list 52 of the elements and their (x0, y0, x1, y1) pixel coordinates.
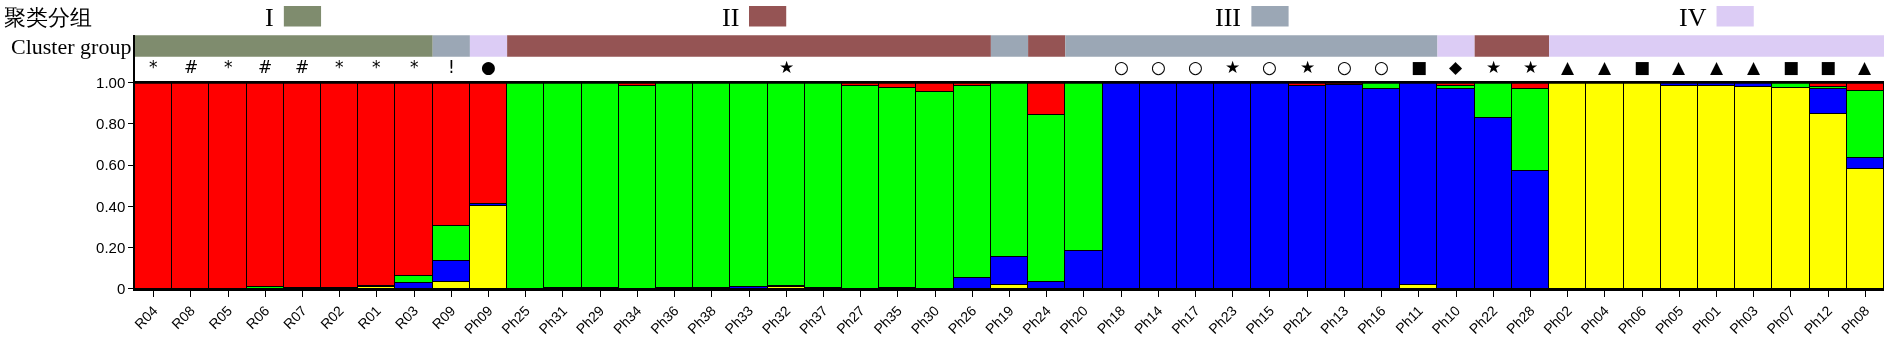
annotation: * (335, 57, 344, 77)
annotation: ★ (779, 57, 795, 77)
y-tick-label: 0.40 (96, 197, 126, 215)
x-tick-label: R05 (205, 302, 236, 333)
x-tick-label: R03 (391, 302, 422, 333)
band-label: IV (1679, 3, 1707, 32)
annotation: ○ (1374, 57, 1389, 77)
annotation: ! (448, 57, 455, 77)
annotation: ○ (1151, 57, 1166, 77)
annotation: ◆ (1449, 57, 1463, 77)
annotation: ▲ (1672, 57, 1686, 77)
annotation: ★ (1300, 57, 1316, 77)
band-label: II (722, 3, 740, 32)
annotation: ○ (1262, 57, 1277, 77)
y-tick-label: 0.20 (96, 238, 126, 256)
y-tick-label: 1.00 (96, 73, 126, 91)
y-tick-label: 0 (116, 280, 126, 298)
x-tick-label: R06 (242, 302, 273, 333)
annotation: ○ (1337, 57, 1352, 77)
annotation: ■ (1411, 57, 1428, 77)
annotation: ▲ (1598, 57, 1612, 77)
x-tick-label: R01 (354, 302, 385, 333)
y-tick-label: 0.80 (96, 115, 126, 133)
annotation: ○ (1188, 57, 1203, 77)
annotation: ■ (1634, 57, 1651, 77)
annotation: * (372, 57, 381, 77)
x-tick-label: R04 (131, 302, 161, 333)
annotation: * (410, 57, 419, 77)
text: 聚类分组 (4, 5, 92, 30)
annotation: ★ (1523, 57, 1539, 77)
x-tick-label: R02 (317, 302, 347, 333)
annotation: ▲ (1710, 57, 1724, 77)
annotation: ★ (1225, 57, 1241, 77)
annotation: # (258, 57, 273, 77)
annotation: ▲ (1561, 57, 1575, 77)
annotation: ○ (1114, 57, 1129, 77)
annotation: * (149, 57, 158, 77)
band-label: III (1215, 3, 1241, 32)
annotation: ▲ (1858, 57, 1872, 77)
annotation: # (184, 57, 199, 77)
annotation: ▲ (1747, 57, 1761, 77)
text: Cluster group (11, 34, 132, 59)
y-tick-label: 0.60 (96, 156, 126, 174)
annotation: # (295, 57, 310, 77)
annotation: ★ (1486, 57, 1502, 77)
annotation: ● (481, 57, 496, 77)
band-label: I (265, 3, 274, 32)
annotation: ■ (1820, 57, 1837, 77)
annotation: * (224, 57, 233, 77)
x-tick-label: R09 (428, 302, 459, 333)
annotation: ■ (1783, 57, 1800, 77)
x-tick-label: R08 (168, 302, 199, 333)
